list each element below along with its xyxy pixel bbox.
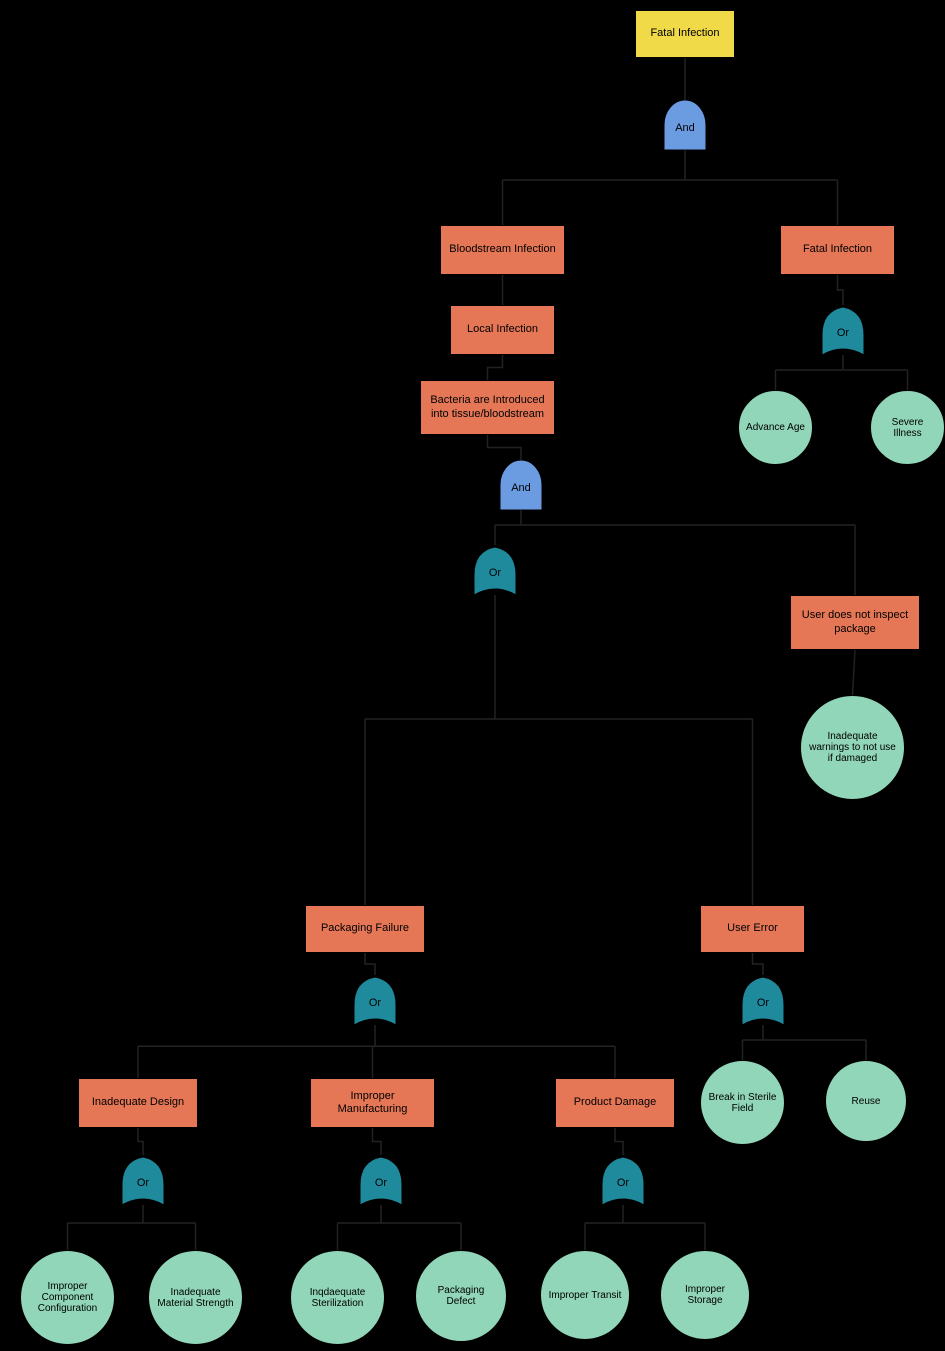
or-gate: Or <box>472 545 518 595</box>
node-label: Improper Manufacturing <box>315 1090 430 1116</box>
node-label: Packaging Failure <box>321 922 409 935</box>
node-label: Fatal Infection <box>650 27 719 40</box>
event-node: Local Infection <box>450 305 555 355</box>
event-node: User does not inspect package <box>790 595 920 650</box>
node-label: User does not inspect package <box>795 609 915 635</box>
basic-event-node: Improper Transit <box>540 1250 630 1340</box>
or-gate: Or <box>740 975 786 1025</box>
event-node: Fatal Infection <box>635 10 735 58</box>
basic-event-node: Advance Age <box>738 390 813 465</box>
gate-label: Or <box>375 1177 387 1189</box>
event-node: Packaging Failure <box>305 905 425 953</box>
node-label: User Error <box>727 922 778 935</box>
gate-label: Or <box>837 327 849 339</box>
edge-layer <box>0 0 945 1351</box>
node-label: Reuse <box>852 1096 881 1107</box>
or-gate: Or <box>820 305 866 355</box>
gate-label: And <box>675 122 695 134</box>
and-gate: And <box>662 100 708 150</box>
basic-event-node: Severe Illness <box>870 390 945 465</box>
event-node: Improper Manufacturing <box>310 1078 435 1128</box>
node-label: Bacteria are Introduced into tissue/bloo… <box>425 394 550 420</box>
node-label: Local Infection <box>467 323 538 336</box>
node-label: Improper Storage <box>667 1284 743 1306</box>
gate-label: Or <box>369 997 381 1009</box>
node-label: Inadequate warnings to not use if damage… <box>807 731 898 764</box>
or-gate: Or <box>120 1155 166 1205</box>
basic-event-node: Reuse <box>825 1060 907 1142</box>
gate-label: And <box>511 482 531 494</box>
or-gate: Or <box>600 1155 646 1205</box>
node-label: Fatal Infection <box>803 243 872 256</box>
node-label: Break in Sterile Field <box>707 1092 778 1114</box>
node-label: Product Damage <box>574 1096 657 1109</box>
node-label: Inadequate Design <box>92 1096 184 1109</box>
gate-label: Or <box>489 567 501 579</box>
or-gate: Or <box>358 1155 404 1205</box>
node-label: Bloodstream Infection <box>449 243 555 256</box>
node-label: Improper Transit <box>549 1290 622 1301</box>
basic-event-node: Improper Component Configuration <box>20 1250 115 1345</box>
node-label: Improper Component Configuration <box>27 1281 108 1314</box>
basic-event-node: Inadequate Material Strength <box>148 1250 243 1345</box>
event-node: Fatal Infection <box>780 225 895 275</box>
and-gate: And <box>498 460 544 510</box>
gate-label: Or <box>617 1177 629 1189</box>
node-label: Inadequate Material Strength <box>155 1287 236 1309</box>
basic-event-node: Break in Sterile Field <box>700 1060 785 1145</box>
node-label: Advance Age <box>746 422 805 433</box>
basic-event-node: Packaging Defect <box>415 1250 507 1342</box>
basic-event-node: Inqdaequate Sterilization <box>290 1250 385 1345</box>
event-node: Bloodstream Infection <box>440 225 565 275</box>
event-node: User Error <box>700 905 805 953</box>
or-gate: Or <box>352 975 398 1025</box>
basic-event-node: Improper Storage <box>660 1250 750 1340</box>
gate-label: Or <box>137 1177 149 1189</box>
event-node: Product Damage <box>555 1078 675 1128</box>
event-node: Inadequate Design <box>78 1078 198 1128</box>
event-node: Bacteria are Introduced into tissue/bloo… <box>420 380 555 435</box>
node-label: Packaging Defect <box>422 1285 500 1307</box>
node-label: Severe Illness <box>877 417 938 439</box>
node-label: Inqdaequate Sterilization <box>297 1287 378 1309</box>
basic-event-node: Inadequate warnings to not use if damage… <box>800 695 905 800</box>
gate-label: Or <box>757 997 769 1009</box>
